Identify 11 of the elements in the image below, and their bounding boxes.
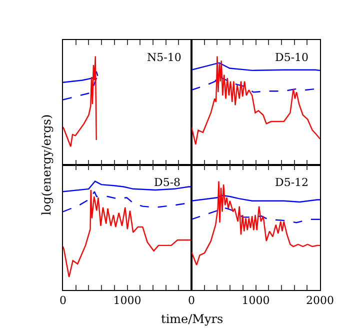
chart-title: D5-12: [275, 176, 309, 189]
x-tick-label: 1000: [113, 294, 142, 308]
chart-title: N5-10: [147, 51, 182, 64]
chart-title: D5-10: [275, 51, 309, 64]
x-tick-label: 0: [60, 294, 66, 308]
y-axis-title: log(energy/ergs): [39, 114, 54, 216]
x-tick-label: 2000: [306, 294, 334, 308]
x-tick-label: 1000: [242, 294, 270, 308]
x-axis-title: time/Myrs: [161, 312, 224, 326]
chart-title: D5-8: [154, 176, 181, 189]
x-tick-label: 0: [188, 294, 195, 308]
